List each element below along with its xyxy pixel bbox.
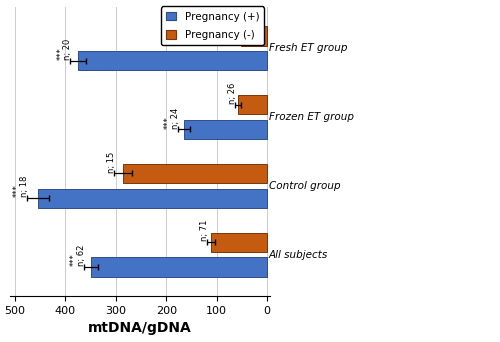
Bar (184, 120, 267, 139)
Text: n; 26: n; 26 (228, 82, 237, 104)
Text: Frozen ET group: Frozen ET group (268, 112, 354, 122)
Text: All subjects: All subjects (268, 250, 328, 260)
Text: n; 15: n; 15 (108, 152, 116, 173)
Bar (210, 233, 267, 252)
Text: Control group: Control group (268, 181, 340, 191)
Text: ***: *** (56, 47, 66, 60)
Bar (78, 51, 267, 70)
Text: n; 24: n; 24 (171, 107, 180, 129)
Bar (238, 95, 267, 114)
Text: ***: *** (164, 116, 173, 129)
Text: n; 20: n; 20 (63, 39, 72, 60)
X-axis label: mtDNA/gDNA: mtDNA/gDNA (88, 321, 192, 335)
Text: Fresh ET group: Fresh ET group (268, 43, 347, 53)
Bar (241, 26, 267, 45)
Legend: Pregnancy (+), Pregnancy (-): Pregnancy (+), Pregnancy (-) (160, 6, 264, 45)
Text: ***: *** (70, 253, 79, 266)
Text: n; 18: n; 18 (20, 176, 28, 197)
Text: ***: *** (13, 185, 22, 197)
Bar (124, 164, 267, 183)
Text: n; 71: n; 71 (200, 220, 208, 241)
Text: n; 30: n; 30 (232, 14, 240, 35)
Bar (90, 257, 267, 277)
Text: n; 62: n; 62 (76, 245, 86, 266)
Bar (38, 188, 267, 208)
